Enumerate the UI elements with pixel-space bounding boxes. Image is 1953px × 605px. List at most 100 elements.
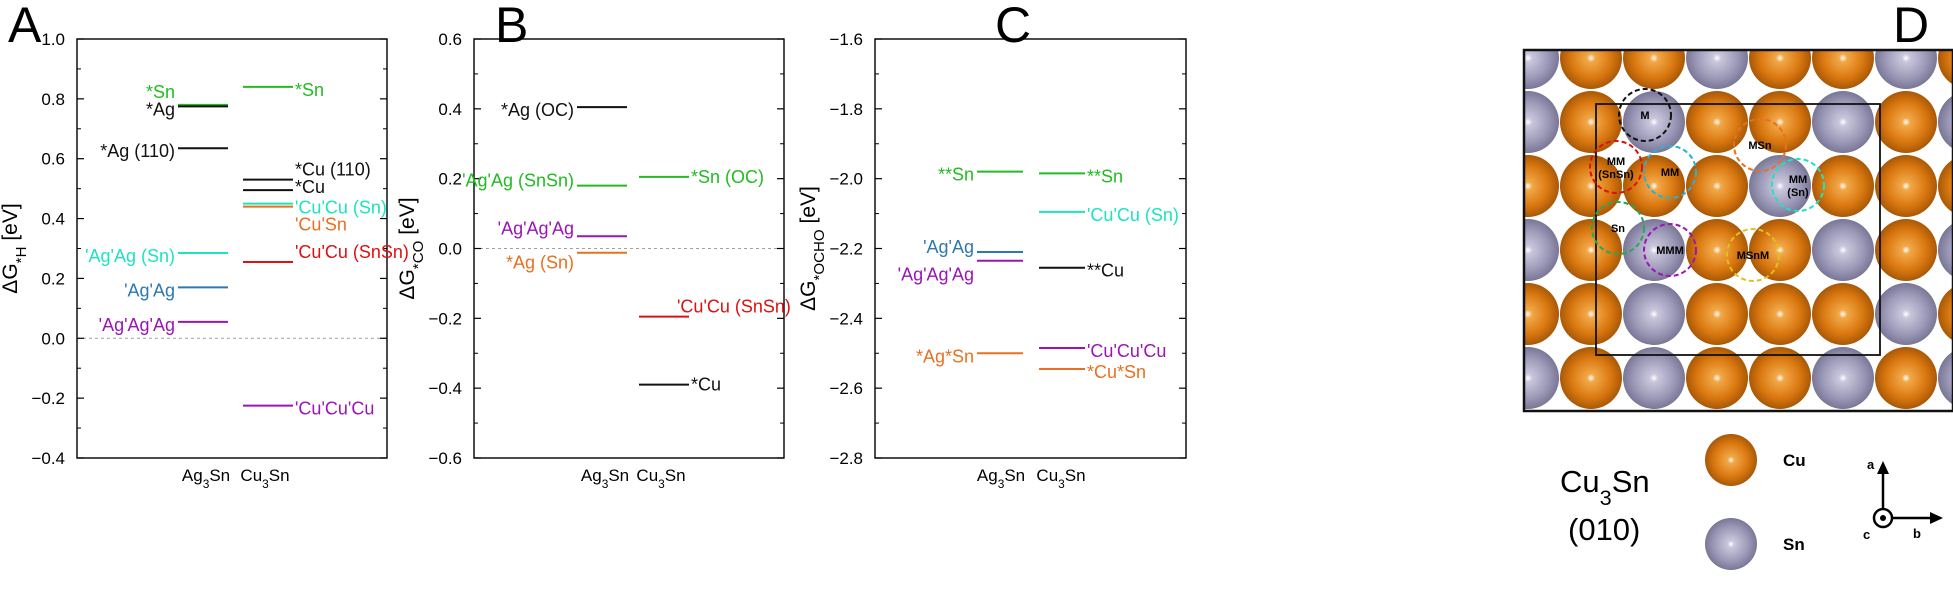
axis-label-a: a: [1867, 457, 1875, 472]
sn-legend-label: Sn: [1783, 535, 1805, 554]
cu-atom: [1623, 155, 1685, 217]
x-category-label: Cu3Sn: [1036, 466, 1085, 491]
adsorption-site-label: M: [1640, 110, 1649, 122]
cu-atom: [1875, 219, 1937, 281]
y-tick-label: 0.6: [41, 150, 65, 169]
panel-label-b: B: [495, 0, 528, 53]
energy-level-label: 'Cu'Cu (SnSn): [295, 242, 409, 262]
sn-atom: [1749, 155, 1811, 217]
x-category-label: Ag3Sn: [977, 466, 1025, 491]
sn-atom: [1623, 219, 1685, 281]
cu-atom: [1749, 91, 1811, 153]
energy-level-label: 'Cu'Cu'Cu: [295, 399, 374, 419]
energy-level-label: *Cu: [691, 375, 721, 395]
energy-level-label: *Ag (OC): [501, 100, 574, 120]
energy-level-label: *Cu: [295, 177, 325, 197]
energy-level-label: *Ag (110): [100, 141, 175, 161]
adsorption-site-label: MSnM: [1737, 250, 1769, 262]
y-tick-label: −0.2: [428, 309, 462, 328]
axis-label-b: b: [1913, 526, 1921, 541]
sn-atom: [1524, 91, 1559, 153]
energy-level-label: 'Ag'Ag: [923, 237, 974, 257]
sn-atom: [1812, 91, 1874, 153]
cu-atom: [1875, 155, 1937, 217]
y-tick-label: −1.8: [829, 100, 863, 119]
y-axis-label: ΔG*OCHO [eV]: [797, 186, 828, 311]
cu-atom: [1560, 283, 1622, 345]
energy-level-label: 'Cu'Cu'Cu: [1087, 341, 1166, 361]
cu-atom: [1749, 347, 1811, 409]
energy-level-label: **Sn: [938, 165, 974, 185]
y-tick-label: −2.4: [829, 309, 863, 328]
cu-atom: [1560, 50, 1622, 89]
chart-panel-a: −0.4 −0.2 0.0 0.2 0.4 0.6 0.8 1.0 ΔG*H [eV] Ag3Sn…: [0, 30, 409, 491]
sn-atom: [1623, 283, 1685, 345]
energy-level-label: *Ag: [146, 99, 175, 119]
energy-level-label: **Cu: [1087, 261, 1124, 281]
energy-level-label: 'Cu'Cu (Sn): [1087, 205, 1179, 225]
cu-atom: [1686, 219, 1748, 281]
structure-name: Cu3Sn: [1560, 464, 1650, 510]
chart-panel-c: −2.8 −2.6 −2.4 −2.2 −2.0 −1.8 −1.6 ΔG*OCHO [eV]…: [797, 30, 1187, 491]
y-tick-label: 0.6: [438, 30, 462, 49]
y-tick-label: 0.2: [438, 170, 462, 189]
y-tick-label: 0.4: [438, 100, 462, 119]
y-axis-label: ΔG*H [eV]: [0, 203, 30, 293]
cu-atom: [1560, 347, 1622, 409]
cu-legend-label: Cu: [1783, 451, 1806, 470]
energy-level-label: *Sn: [146, 82, 175, 102]
energy-level-label: *Cu*Sn: [1087, 362, 1146, 382]
panel-label-c: C: [995, 0, 1031, 53]
chart-panel-b: −0.6 −0.4 −0.2 0.0 0.2 0.4 0.6 ΔG*CO [eV] Ag3Sn C…: [396, 30, 791, 491]
adsorption-site-label: MM: [1661, 167, 1679, 179]
sn-atom: [1875, 411, 1937, 473]
energy-level-label: *Cu (110): [295, 160, 371, 180]
energy-level-label: 'Ag'Ag (Sn): [85, 246, 175, 266]
sn-atom: [1623, 91, 1685, 153]
cu-atom: [1686, 155, 1748, 217]
axis-label-c: c: [1863, 527, 1870, 542]
adsorption-site-marker: [1726, 228, 1780, 282]
cu-atom: [1524, 283, 1559, 345]
energy-level-label: *Sn (OC): [691, 167, 764, 187]
adsorption-site-marker: [1591, 201, 1645, 255]
sn-atom: [1524, 50, 1559, 89]
sn-atom: [1938, 351, 1953, 405]
cu-atom: [1524, 155, 1559, 217]
energy-level-label: **Sn: [1087, 166, 1123, 186]
cu-atom: [1497, 411, 1559, 473]
x-category-label: Cu3Sn: [636, 466, 685, 491]
panel-label-d: D: [1893, 0, 1929, 53]
plot-frame: [874, 38, 1187, 459]
x-category-label: Cu3Sn: [240, 466, 289, 491]
panel-label-a: A: [8, 0, 42, 53]
structure-facet: (010): [1568, 512, 1640, 547]
y-tick-label: −0.4: [31, 449, 65, 468]
sn-atom: [1938, 223, 1953, 277]
cu-atom: [1875, 91, 1937, 153]
energy-level-label: 'Cu'Sn: [295, 215, 347, 235]
adsorption-site-marker: [1589, 140, 1643, 194]
energy-level-label: 'Cu'Cu (SnSn): [677, 297, 791, 317]
cu-atom: [1938, 50, 1953, 85]
y-tick-label: 0.0: [41, 329, 65, 348]
y-tick-label: −0.4: [428, 379, 462, 398]
x-category-label: Ag3Sn: [581, 466, 629, 491]
sn-atom: [1938, 95, 1953, 149]
sn-atom: [1623, 347, 1685, 409]
energy-level-label: 'Ag'Ag (SnSn): [462, 171, 574, 191]
y-tick-label: −2.0: [829, 170, 863, 189]
energy-level-label: 'Cu'Cu (Sn): [295, 198, 387, 218]
sn-atom: [1524, 219, 1559, 281]
sn-atom: [1875, 50, 1937, 89]
x-category-label: Ag3Sn: [182, 466, 230, 491]
adsorption-site-marker: [1618, 88, 1672, 142]
cu-legend-icon: [1705, 434, 1757, 486]
adsorption-site-marker: [1733, 118, 1787, 172]
cu-atom: [1749, 50, 1811, 89]
adsorption-site-sublabel: (Sn): [1787, 187, 1809, 199]
sn-atom: [1524, 347, 1559, 409]
adsorption-site-label: MM: [1607, 156, 1625, 168]
